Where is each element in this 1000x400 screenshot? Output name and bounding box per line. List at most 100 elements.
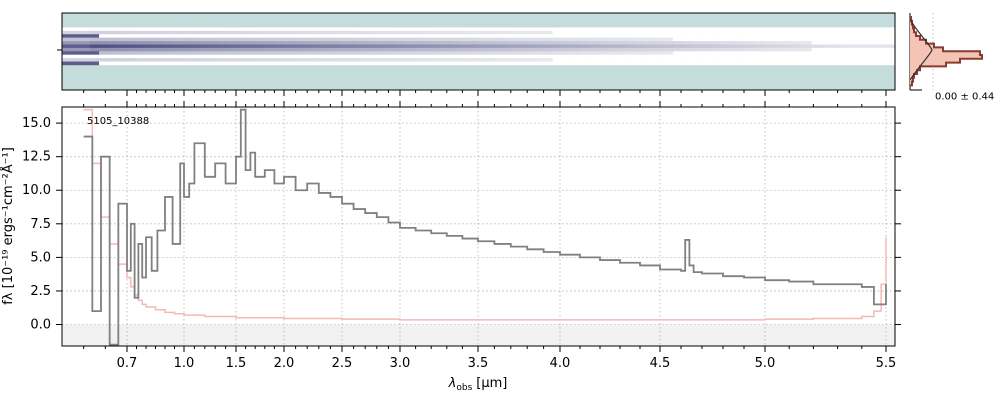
heatmap-cell	[793, 44, 803, 49]
heatmap-cell	[265, 54, 276, 59]
heatmap-cell	[265, 61, 276, 66]
heatmap-cell	[237, 27, 248, 32]
heatmap-cell	[524, 30, 535, 35]
heatmap-cell	[635, 47, 646, 52]
heatmap-cell	[274, 47, 285, 52]
heatmap-cell	[265, 37, 276, 42]
heatmap-cell	[89, 54, 100, 59]
heatmap-cell	[709, 34, 720, 38]
heatmap-cell	[441, 47, 452, 52]
heatmap-cell	[302, 54, 313, 59]
heatmap-cell	[487, 27, 498, 32]
heatmap-cell	[385, 61, 396, 66]
heatmap-cell	[783, 44, 794, 49]
heatmap-cell	[876, 61, 887, 66]
heatmap-cell	[719, 44, 729, 49]
heatmap-cell	[126, 37, 137, 42]
heatmap-cell	[469, 51, 479, 55]
heatmap-cell	[802, 41, 812, 45]
heatmap-cell	[136, 61, 146, 66]
heatmap-cell	[719, 51, 729, 55]
heatmap-cell	[358, 37, 368, 42]
heatmap-cell	[589, 54, 600, 59]
heatmap-cell	[413, 47, 424, 52]
heatmap-cell	[173, 58, 183, 62]
heatmap-cell	[126, 61, 137, 66]
heatmap-cell	[108, 54, 118, 59]
heatmap-cell	[404, 30, 415, 35]
heatmap-cell	[765, 30, 775, 35]
heatmap-cell	[367, 47, 377, 52]
heatmap-cell	[839, 47, 850, 52]
heatmap-cell	[154, 47, 165, 52]
heatmap-cell	[191, 27, 202, 32]
heatmap-cell	[524, 34, 535, 38]
heatmap-cell	[145, 61, 155, 66]
heatmap-cell	[80, 61, 91, 66]
heatmap-cell	[700, 30, 711, 35]
heatmap-cell	[173, 61, 183, 66]
heatmap-cell	[154, 58, 165, 62]
heatmap-cell	[330, 41, 340, 45]
heatmap-cell	[126, 27, 137, 32]
heatmap-cell	[459, 58, 470, 62]
heatmap-cell	[321, 30, 331, 35]
heatmap-cell	[413, 41, 424, 45]
heatmap-cell	[136, 30, 146, 35]
heatmap-cell	[376, 30, 387, 35]
heatmap-cell	[774, 27, 785, 32]
heatmap-cell	[330, 34, 340, 38]
heatmap-cell	[506, 47, 516, 52]
heatmap-cell	[62, 30, 72, 35]
y-tick-label: 7.5	[30, 217, 51, 232]
heatmap-cell	[182, 61, 192, 66]
heatmap-cell	[274, 44, 285, 49]
heatmap-cell	[635, 27, 646, 32]
heatmap-cell	[89, 41, 100, 45]
heatmap-cell	[571, 37, 581, 42]
heatmap-cell	[839, 54, 850, 59]
heatmap-cell	[200, 61, 211, 66]
heatmap-cell	[626, 44, 637, 49]
heatmap-cell	[598, 61, 609, 66]
y-axis-label: fλ [10⁻¹⁹ ergs⁻¹cm⁻²Å⁻¹]	[0, 147, 16, 305]
heatmap-cell	[367, 61, 377, 66]
heatmap-cell	[182, 47, 192, 52]
heatmap-cell	[857, 54, 868, 59]
heatmap-cell	[293, 41, 303, 45]
heatmap-cell	[608, 54, 618, 59]
heatmap-cell	[765, 54, 775, 59]
heatmap-cell	[265, 41, 276, 45]
heatmap-cell	[256, 51, 266, 55]
heatmap-cell	[580, 58, 590, 62]
heatmap-cell	[219, 54, 229, 59]
heatmap-cell	[552, 27, 563, 32]
heatmap-cell	[506, 54, 516, 59]
x-axis-label: λobs [μm]	[448, 376, 508, 393]
heatmap-cell	[339, 37, 350, 42]
heatmap-cell	[117, 37, 128, 42]
heatmap-cell	[857, 58, 868, 62]
heatmap-cell	[700, 47, 711, 52]
heatmap-cell	[543, 37, 553, 42]
heatmap-cell	[617, 44, 627, 49]
heatmap-cell	[654, 51, 664, 55]
heatmap-cell	[802, 54, 812, 59]
heatmap-cell	[737, 41, 748, 45]
heatmap-cell	[71, 41, 81, 45]
heatmap-cell	[571, 30, 581, 35]
heatmap-cell	[580, 30, 590, 35]
heatmap-cell	[885, 47, 896, 52]
heatmap-cell	[154, 41, 165, 45]
heatmap-cell	[534, 51, 544, 55]
heatmap-cell	[321, 47, 331, 52]
heatmap-cell	[885, 54, 896, 59]
heatmap-cell	[645, 34, 655, 38]
heatmap-cell	[802, 27, 812, 32]
heatmap-cell	[497, 41, 507, 45]
heatmap-cell	[534, 41, 544, 45]
heatmap-cell	[228, 34, 239, 38]
heatmap-cell	[534, 44, 544, 49]
heatmap-cell	[293, 61, 303, 66]
heatmap-cell	[237, 51, 248, 55]
